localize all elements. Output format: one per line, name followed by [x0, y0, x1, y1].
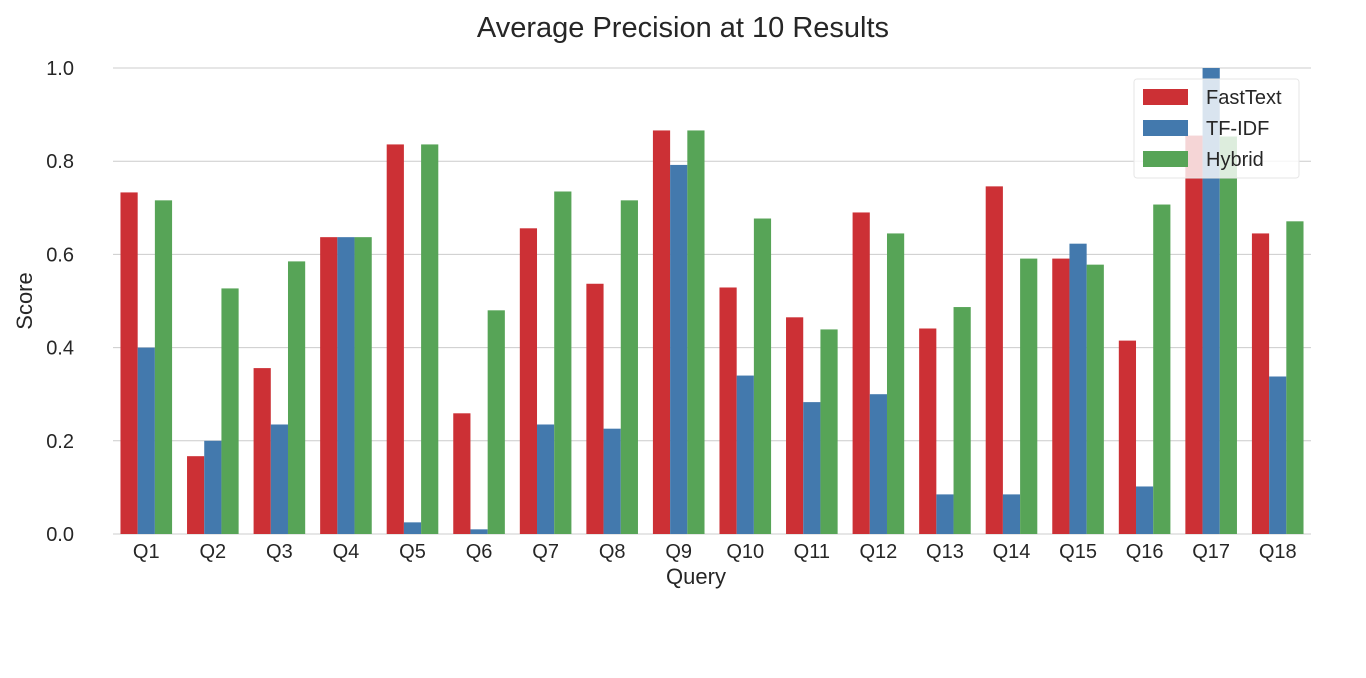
bar-tf-idf-q3	[270, 424, 288, 534]
bar-hybrid-q17	[1219, 136, 1237, 534]
bar-hybrid-q14	[1020, 258, 1038, 534]
x-tick-label: Q4	[333, 541, 360, 563]
x-tick-label: Q18	[1259, 541, 1297, 563]
bar-fasttext-q3	[253, 368, 271, 534]
grid-lines	[113, 67, 1311, 535]
bar-hybrid-q1	[154, 200, 173, 534]
bar-tf-idf-q16	[1136, 486, 1154, 534]
x-tick-label: Q3	[266, 541, 293, 563]
x-axis-label: Query	[666, 564, 726, 589]
bar-tf-idf-q7	[537, 424, 555, 534]
bar-tf-idf-q1	[137, 347, 155, 534]
chart-title: Average Precision at 10 Results	[477, 12, 889, 44]
bars	[120, 68, 1304, 535]
y-axis-label: Score	[12, 272, 37, 329]
bar-tf-idf-q18	[1269, 376, 1287, 534]
x-tick-label: Q15	[1059, 541, 1097, 563]
bar-hybrid-q9	[687, 130, 705, 534]
bar-fasttext-q17	[1185, 135, 1203, 534]
bar-hybrid-q7	[554, 191, 572, 535]
bar-hybrid-q10	[753, 218, 772, 534]
bar-tf-idf-q9	[670, 164, 688, 535]
bar-tf-idf-q4	[337, 237, 355, 534]
legend-swatch	[1143, 151, 1188, 167]
bar-fasttext-q12	[852, 212, 870, 534]
y-axis-ticks: 0.0 0.2 0.4 0.6 0.8 1.0	[46, 58, 74, 546]
y-tick-label: 0.6	[46, 244, 74, 266]
bar-fasttext-q16	[1118, 340, 1137, 534]
bar-hybrid-q12	[886, 233, 905, 534]
bar-hybrid-q3	[287, 261, 306, 534]
bar-hybrid-q8	[620, 200, 638, 534]
bar-hybrid-q6	[487, 310, 505, 534]
x-tick-label: Q10	[726, 541, 764, 563]
y-tick-label: 0.2	[46, 431, 74, 453]
y-tick-label: 1.0	[46, 58, 74, 80]
bar-fasttext-q2	[187, 456, 205, 534]
bar-tf-idf-q6	[470, 529, 488, 534]
y-tick-label: 0.8	[46, 151, 74, 173]
bar-hybrid-q11	[820, 329, 838, 534]
bar-fasttext-q13	[919, 328, 937, 534]
bar-tf-idf-q13	[936, 494, 954, 534]
bar-fasttext-q1	[120, 192, 138, 534]
bar-fasttext-q14	[985, 186, 1003, 534]
y-tick-label: 0.4	[46, 338, 74, 360]
x-tick-label: Q11	[794, 541, 830, 563]
bar-fasttext-q5	[386, 144, 404, 534]
legend: FastText TF-IDF Hybrid	[1133, 78, 1300, 179]
bar-hybrid-q18	[1286, 221, 1304, 534]
x-tick-label: Q7	[532, 541, 559, 563]
x-tick-label: Q2	[199, 541, 226, 563]
x-tick-label: Q14	[993, 541, 1031, 563]
bar-fasttext-q18	[1251, 233, 1270, 534]
bar-tf-idf-q12	[869, 394, 887, 534]
legend-swatch	[1143, 89, 1188, 105]
bar-fasttext-q6	[453, 413, 471, 534]
x-tick-label: Q8	[599, 541, 626, 563]
x-tick-label: Q13	[926, 541, 964, 563]
bar-hybrid-q13	[953, 307, 971, 534]
legend-swatch	[1143, 120, 1188, 136]
bar-fasttext-q4	[320, 237, 338, 534]
x-tick-label: Q12	[859, 541, 897, 563]
x-axis-ticks: Q1 Q2 Q3 Q4 Q5 Q6 Q7 Q8 Q9 Q10 Q11 Q12 Q13 Q14 Q15 Q16 Q…	[133, 541, 1297, 563]
bar-hybrid-q16	[1153, 204, 1171, 534]
bar-tf-idf-q15	[1069, 243, 1087, 534]
legend-label: TF-IDF	[1206, 118, 1269, 140]
bar-fasttext-q8	[586, 283, 604, 534]
bar-fasttext-q11	[786, 317, 804, 534]
bar-tf-idf-q14	[1002, 494, 1021, 534]
bar-fasttext-q10	[719, 287, 737, 534]
bar-tf-idf-q5	[403, 522, 422, 534]
x-tick-label: Q5	[399, 541, 426, 563]
x-tick-label: Q16	[1126, 541, 1164, 563]
y-tick-label: 0.0	[46, 524, 74, 546]
bar-hybrid-q4	[354, 237, 372, 534]
bar-hybrid-q5	[421, 144, 439, 534]
x-tick-label: Q1	[133, 541, 160, 563]
bar-tf-idf-q17	[1202, 68, 1220, 534]
x-tick-label: Q9	[665, 541, 692, 563]
bar-tf-idf-q10	[736, 375, 754, 534]
legend-label: Hybrid	[1206, 149, 1264, 171]
x-tick-label: Q17	[1192, 541, 1230, 563]
bar-tf-idf-q11	[803, 402, 821, 534]
bar-fasttext-q15	[1052, 258, 1070, 534]
bar-hybrid-q2	[221, 288, 239, 534]
bar-fasttext-q7	[519, 228, 538, 534]
bar-tf-idf-q2	[204, 440, 222, 534]
bar-tf-idf-q8	[603, 428, 621, 534]
bar-hybrid-q15	[1086, 264, 1104, 534]
x-tick-label: Q6	[466, 541, 493, 563]
legend-label: FastText	[1206, 87, 1282, 109]
bar-fasttext-q9	[652, 130, 671, 534]
